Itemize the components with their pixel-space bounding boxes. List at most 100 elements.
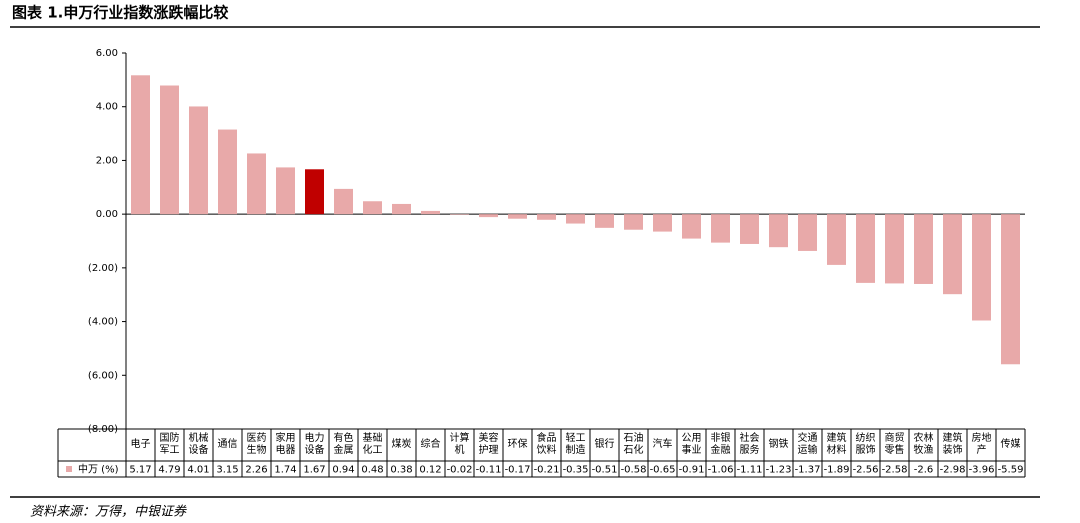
value-label: 4.01: [187, 465, 209, 476]
category-label: 纺织服饰: [855, 433, 876, 456]
value-label: -2.56: [853, 465, 879, 476]
value-label: 1.67: [303, 465, 325, 476]
category-label: 传媒: [1000, 439, 1021, 450]
category-label: 石油石化: [623, 433, 644, 456]
value-label: -0.58: [621, 465, 647, 476]
value-label: 4.79: [158, 465, 180, 476]
value-label: 2.26: [245, 465, 267, 476]
value-label: -1.23: [766, 465, 792, 476]
value-label: -3.96: [969, 465, 995, 476]
category-label: 医药生物: [246, 433, 267, 456]
y-tick-label: (6.00): [88, 370, 118, 381]
category-label: 轻工制造: [565, 433, 586, 456]
bar: [653, 214, 672, 232]
value-label: -0.51: [592, 465, 618, 476]
y-tick-label: 2.00: [96, 155, 118, 166]
value-label: 0.38: [390, 465, 412, 476]
bar: [682, 214, 701, 239]
bar: [218, 129, 237, 215]
category-label: 美容护理: [478, 433, 499, 456]
bar: [421, 210, 440, 215]
bar: [798, 214, 817, 251]
value-label: 0.12: [419, 465, 441, 476]
bar: [769, 214, 788, 248]
category-label: 建筑装饰: [942, 433, 963, 456]
category-label: 商贸零售: [884, 433, 905, 456]
category-label: 机械设备: [188, 433, 209, 456]
chart-title: 图表 1.申万行业指数涨跌幅比较: [12, 4, 228, 22]
bar: [1001, 214, 1020, 365]
bar: [711, 214, 730, 243]
y-tick-label: 6.00: [96, 48, 118, 59]
category-label: 社会服务: [739, 433, 760, 456]
bar: [885, 214, 904, 284]
category-label: 钢铁: [768, 439, 789, 450]
category-label: 环保: [507, 439, 528, 450]
value-label: -1.06: [708, 465, 734, 476]
bar: [392, 203, 411, 215]
bar: [479, 214, 498, 218]
bar: [566, 214, 585, 224]
y-tick-label: (4.00): [88, 317, 118, 328]
value-label: -0.11: [476, 465, 502, 476]
category-label: 煤炭: [391, 439, 412, 450]
value-label: -2.98: [940, 465, 966, 476]
category-label: 房地产: [971, 433, 992, 456]
category-label: 基础化工: [362, 433, 383, 456]
category-label: 有色金属: [333, 433, 354, 456]
legend-swatch: [66, 466, 72, 472]
bar: [943, 214, 962, 295]
value-label: -1.89: [824, 465, 850, 476]
bar: [856, 214, 875, 283]
legend-label: 中万 (%): [78, 463, 119, 476]
value-label: -2.58: [882, 465, 908, 476]
bar: [189, 106, 208, 215]
bar: [624, 214, 643, 230]
value-label: 0.48: [361, 465, 383, 476]
category-label: 银行: [594, 439, 615, 450]
value-label: -0.21: [534, 465, 560, 476]
bar: [740, 214, 759, 244]
bar: [508, 214, 527, 219]
category-label: 电力设备: [304, 433, 325, 456]
category-label: 建筑材料: [826, 433, 847, 456]
bar: [363, 201, 382, 215]
bar: [160, 85, 179, 215]
bar: [595, 214, 614, 228]
value-label: 1.74: [274, 465, 296, 476]
category-label: 非银金融: [710, 433, 731, 456]
category-label: 电子: [130, 439, 151, 450]
bar: [827, 214, 846, 265]
value-label: -0.35: [563, 465, 589, 476]
bar: [334, 188, 353, 215]
category-label: 家用电器: [275, 433, 296, 456]
bar: [537, 214, 556, 220]
category-label: 国防军工: [159, 433, 180, 456]
value-label: -1.11: [737, 465, 763, 476]
category-label: 通信: [217, 439, 238, 450]
y-tick-label: 0.00: [96, 209, 118, 220]
category-label: 汽车: [652, 439, 673, 450]
bar: [914, 214, 933, 284]
y-tick-label: (2.00): [88, 263, 118, 274]
category-label: 交通运输: [797, 433, 818, 456]
value-label: 3.15: [216, 465, 238, 476]
category-label: 计算机: [449, 433, 470, 456]
value-label: 0.94: [332, 465, 354, 476]
category-label: 农林牧渔: [913, 433, 934, 456]
bar: [131, 75, 150, 215]
value-label: 5.17: [129, 465, 151, 476]
bar: [305, 169, 324, 215]
value-label: -5.59: [998, 465, 1024, 476]
y-tick-label: 4.00: [96, 102, 118, 113]
value-label: -2.6: [914, 465, 934, 476]
bar: [247, 153, 266, 215]
value-label: -0.91: [679, 465, 705, 476]
source: 资料来源：万得，中银证券: [30, 505, 187, 520]
value-label: -0.65: [650, 465, 676, 476]
bar: [276, 167, 295, 215]
category-label: 公用事业: [681, 433, 702, 456]
value-label: -1.37: [795, 465, 821, 476]
